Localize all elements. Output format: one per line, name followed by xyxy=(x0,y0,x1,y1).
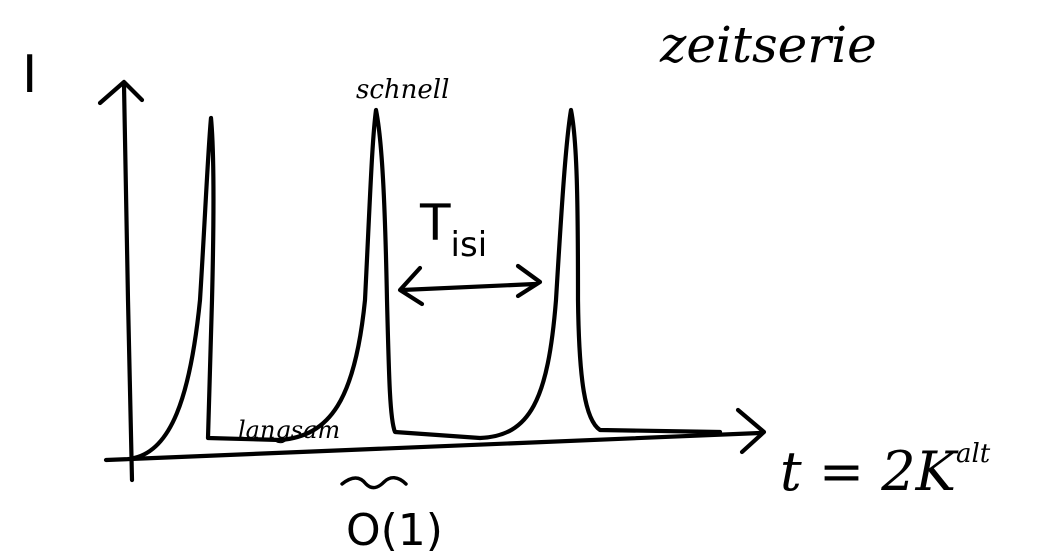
interval-arrow-shaft xyxy=(399,281,538,293)
y-axis-arrowhead xyxy=(97,79,145,106)
signal-curve xyxy=(131,107,723,461)
interval-label: Tisi xyxy=(419,194,487,265)
interval-arrow-right-head xyxy=(515,263,543,299)
diagram-title: zeitserie xyxy=(659,16,877,74)
y-axis xyxy=(121,82,135,483)
interval-arrow-left-head xyxy=(397,265,425,307)
fast-label: schnell xyxy=(356,75,449,105)
x-axis xyxy=(103,430,763,463)
x-axis-label: t = 2Kalt xyxy=(780,439,991,503)
slow-label: langsam xyxy=(238,416,340,444)
x-axis-arrowhead xyxy=(735,407,767,455)
y-axis-label: I xyxy=(22,45,37,105)
interval-label-sub: isi xyxy=(451,225,488,265)
width-tilde-mark xyxy=(340,476,408,490)
order-label: O(1) xyxy=(346,505,443,556)
x-axis-label-main: t = 2K xyxy=(780,440,959,503)
x-axis-label-sup: alt xyxy=(956,439,991,469)
interval-label-base: T xyxy=(419,194,451,252)
